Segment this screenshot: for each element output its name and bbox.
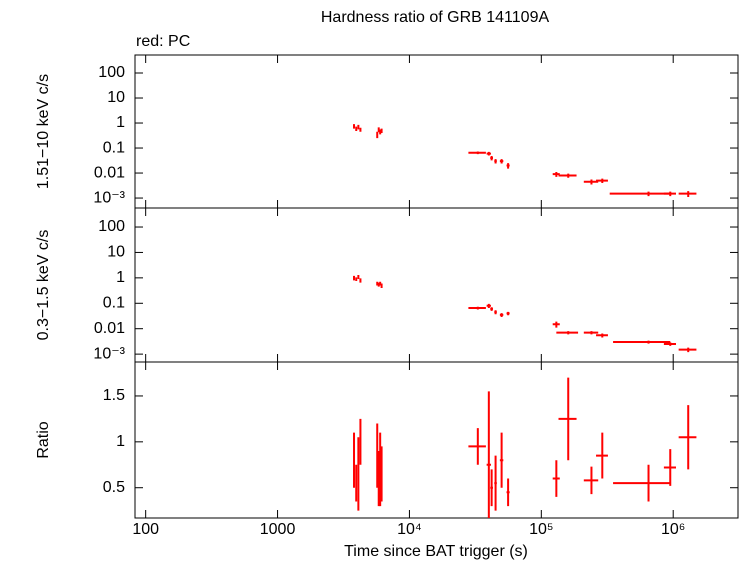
plot-frame [134,361,739,519]
error-point [583,179,599,185]
error-point [663,342,676,346]
error-point [663,449,676,486]
y-axis-label: Ratio [35,421,52,458]
error-point [377,127,380,133]
y-tick-label: 1 [116,114,125,131]
y-tick-label: 10⁻³ [93,345,125,362]
error-point [583,466,599,495]
error-point [355,464,358,502]
error-point [359,278,362,283]
x-tick-label: 10⁵ [529,521,553,538]
error-point [596,178,608,183]
error-point [379,432,382,507]
x-tick-label: 1000 [260,521,296,538]
error-point [552,172,560,177]
error-point [490,469,493,507]
y-tick-label: 10 [107,89,125,106]
error-point [556,331,579,335]
error-point [357,437,360,511]
error-point [377,282,380,287]
error-point [377,451,380,507]
error-point [506,311,510,316]
error-point [359,418,362,465]
error-point [359,127,362,132]
x-axis-label: Time since BAT trigger (s) [344,543,528,560]
error-point [353,275,356,281]
y-axis-label: 0.3−1.5 keV c/s [35,230,52,341]
annotation: red: PC [136,33,190,50]
x-tick-label: 10⁴ [397,521,422,538]
error-point [357,124,360,130]
x-tick-label: 10⁶ [661,521,685,538]
error-point [596,432,608,479]
error-point [379,129,382,135]
error-point [678,405,697,470]
y-tick-label: 0.01 [94,164,125,181]
error-point [376,281,379,286]
error-point [380,283,383,288]
y-tick-label: 0.1 [103,295,125,312]
y-tick-label: 0.01 [94,320,125,337]
error-point [468,428,486,465]
error-point [506,163,510,169]
error-point [613,340,671,344]
error-point [355,277,358,282]
y-tick-label: 0.5 [103,479,125,496]
error-point [613,464,671,502]
x-tick-label: 100 [132,521,159,538]
error-point [353,124,356,129]
y-tick-label: 10⁻³ [93,189,125,206]
error-point [353,432,356,488]
chart-title: Hardness ratio of GRB 141109A [321,9,550,26]
error-point [499,313,504,317]
error-point [380,128,383,133]
error-point [355,126,358,131]
error-point [494,310,497,315]
y-tick-label: 1.5 [103,387,125,404]
error-point [558,377,577,461]
error-point [486,391,491,518]
error-point [494,455,497,511]
error-point [596,333,608,338]
y-tick-label: 100 [98,64,125,81]
y-tick-label: 10 [107,244,125,261]
y-tick-label: 0.1 [103,139,125,156]
error-point [494,159,497,164]
error-point [490,307,493,311]
plot-frame [134,54,739,209]
error-point [379,281,382,286]
y-axis-label: 1.51−10 keV c/s [35,74,52,189]
error-point [490,156,493,161]
error-point [552,321,560,328]
error-point [357,274,360,280]
y-tick-label: 1 [116,433,125,450]
error-point [499,159,504,164]
error-point [583,331,599,335]
error-point [468,306,486,310]
y-tick-label: 100 [98,218,125,235]
error-point [468,151,486,155]
error-point [499,432,504,488]
error-point [486,303,491,309]
error-point [678,191,697,198]
error-point [558,173,577,178]
y-tick-label: 1 [116,269,125,286]
plot-frame [134,207,739,363]
error-point [552,460,560,497]
error-point [609,191,672,197]
error-point [506,478,510,507]
error-point [380,446,383,502]
error-point [376,131,379,139]
error-point [486,151,491,156]
error-point [663,191,676,197]
error-point [376,423,379,488]
error-point [678,347,697,353]
